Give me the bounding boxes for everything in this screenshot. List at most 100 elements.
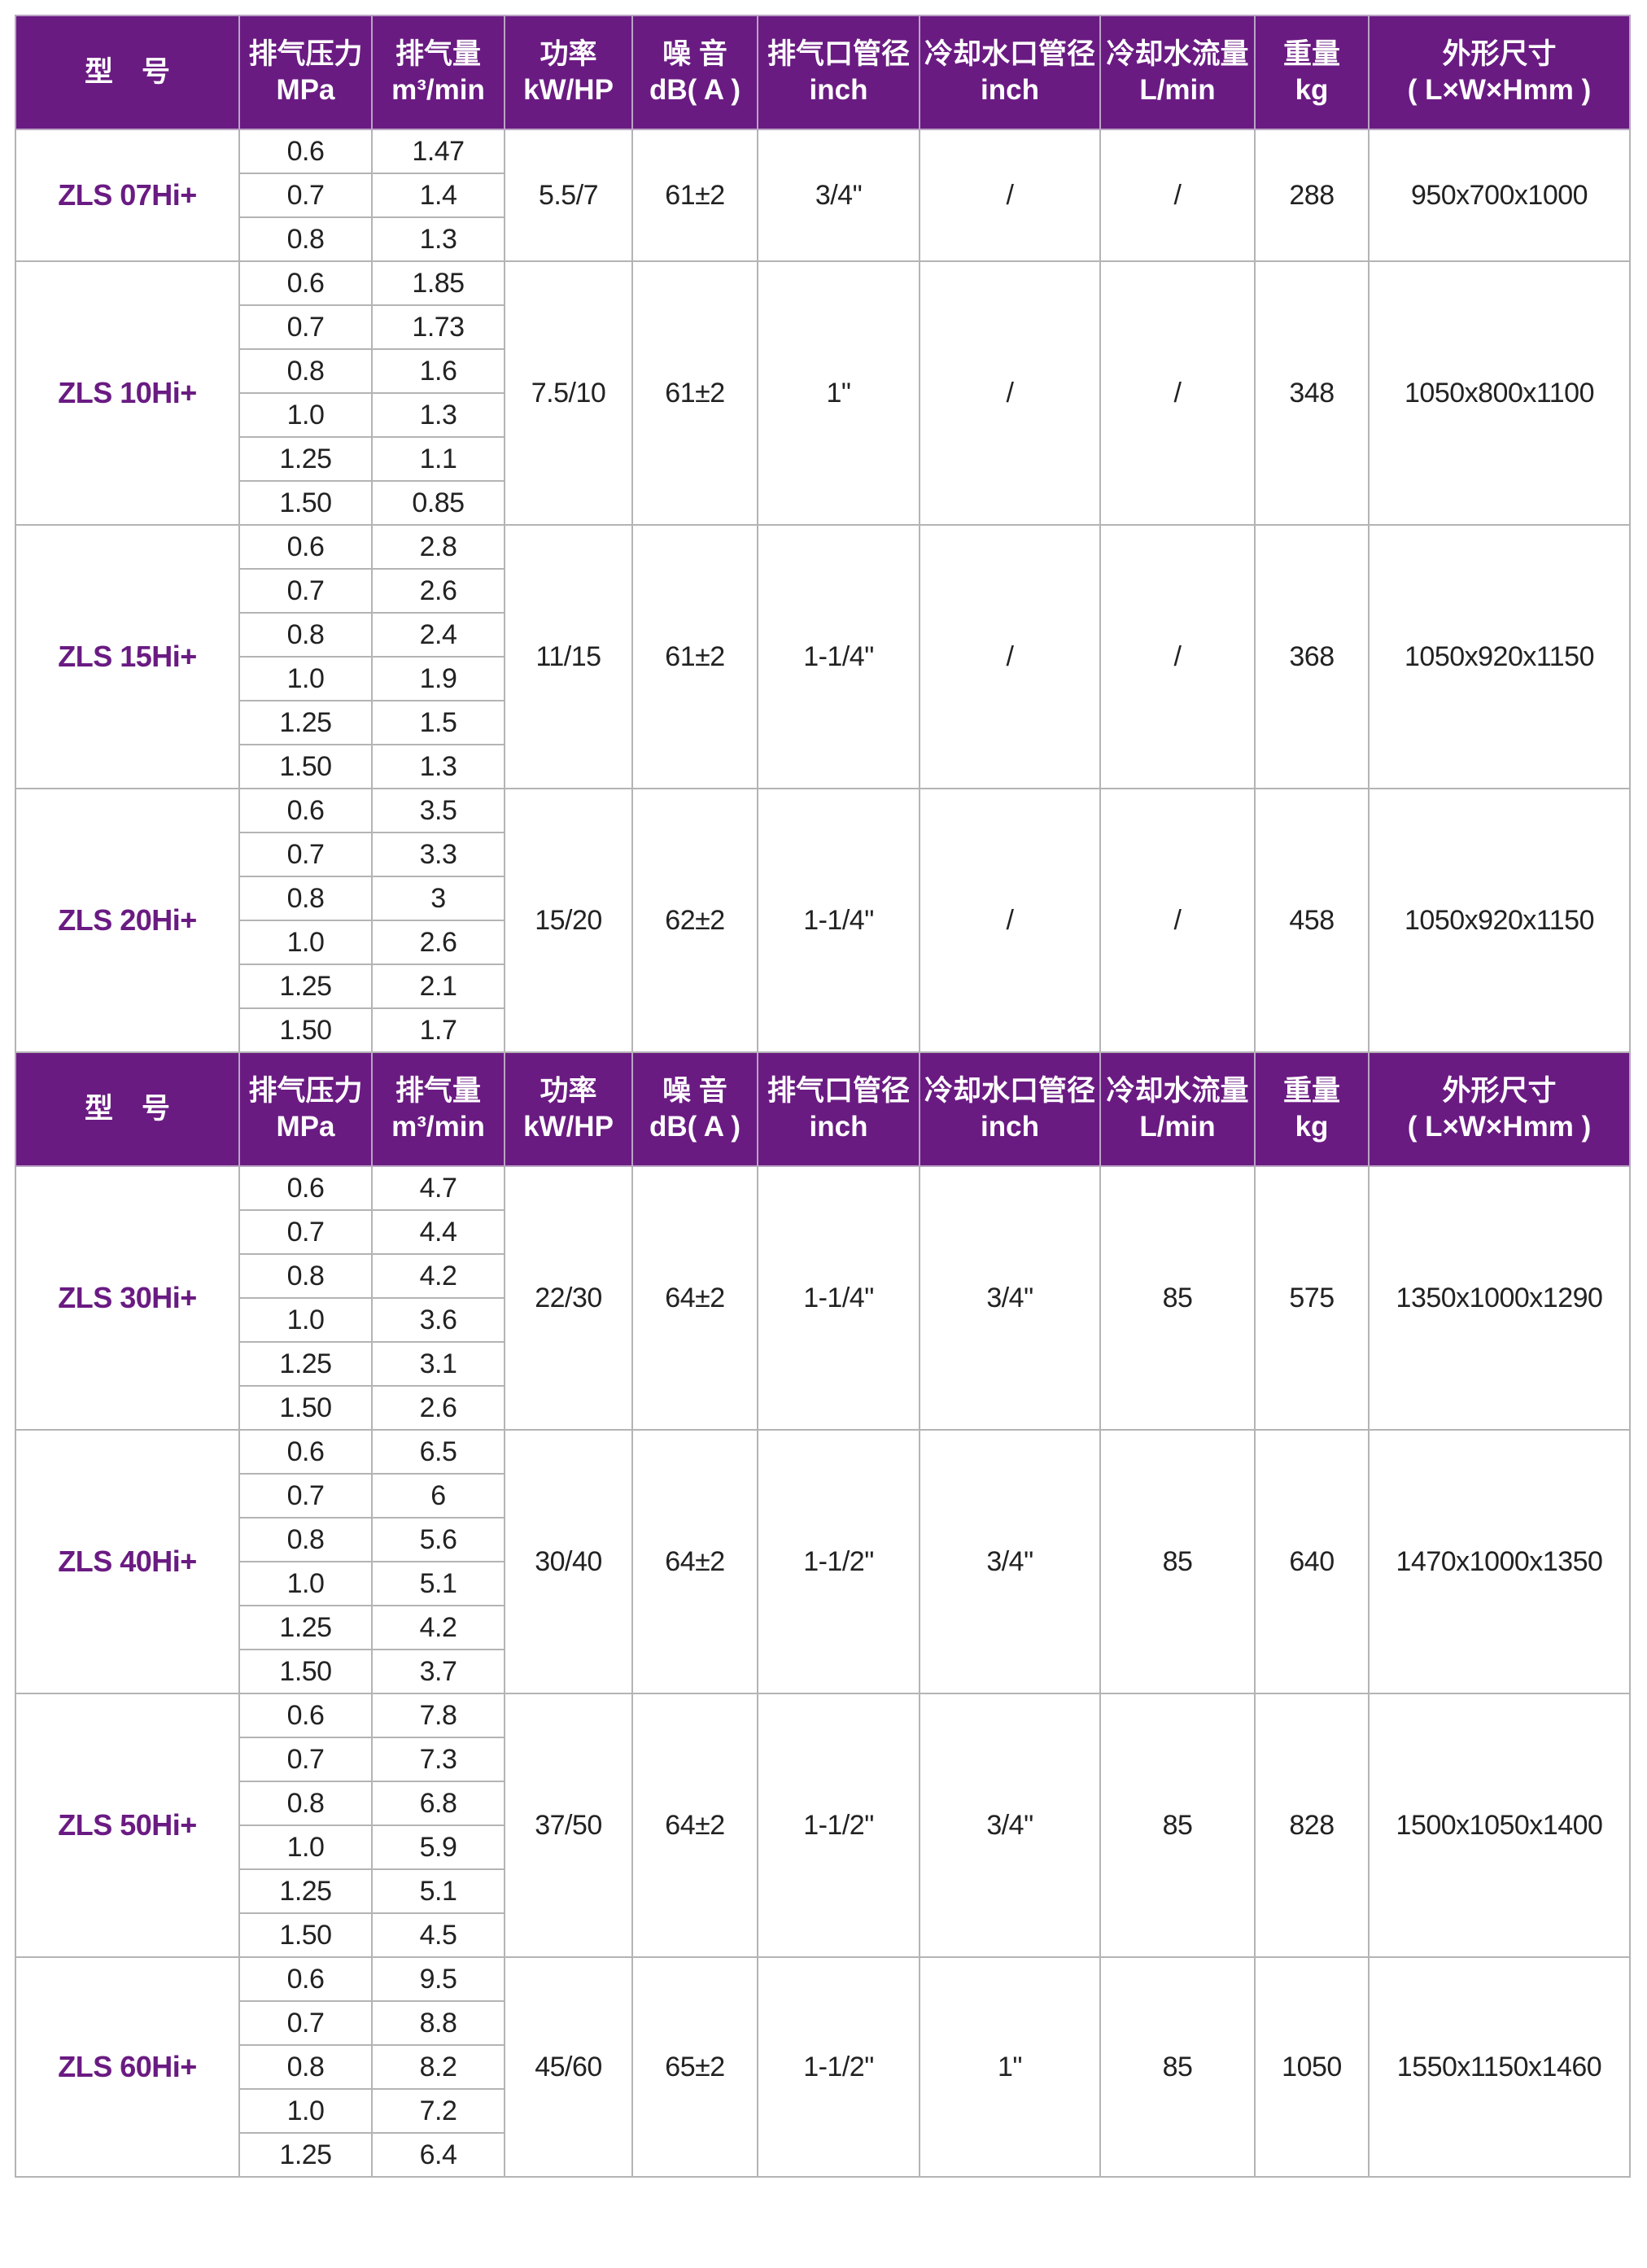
water-pipe-cell: / (919, 788, 1101, 1053)
flow-cell: 4.4 (371, 1209, 505, 1255)
flow-cell: 2.6 (371, 568, 505, 614)
flow-cell: 1.6 (371, 348, 505, 394)
water-flow-cell: 85 (1099, 1956, 1256, 2178)
flow-cell: 2.6 (371, 920, 505, 965)
model-cell: ZLS 20Hi+ (15, 788, 240, 1053)
pressure-cell: 1.50 (238, 744, 373, 789)
table-row: 1.25 2.1 (15, 964, 1630, 1009)
power-cell: 45/60 (504, 1956, 633, 2178)
header-dimensions: 外形尺寸 ( L×W×Hmm ) (1368, 1051, 1631, 1167)
header-unit: kg (1295, 74, 1329, 106)
outlet-cell: 3/4" (757, 129, 920, 262)
flow-cell: 1.3 (371, 216, 505, 262)
table-row: 1.50 2.6 (15, 1385, 1630, 1431)
weight-cell: 288 (1254, 129, 1370, 262)
model-cell: ZLS 40Hi+ (15, 1429, 240, 1694)
pressure-cell: 1.25 (238, 1605, 373, 1650)
flow-cell: 2.6 (371, 1385, 505, 1431)
water-flow-cell: 85 (1099, 1429, 1256, 1694)
header-pressure: 排气压力 MPa (238, 15, 373, 130)
table-row: 0.8 1.6 (15, 348, 1630, 394)
header-label: 冷却水流量 (1106, 38, 1249, 70)
pressure-cell: 0.7 (238, 1473, 373, 1519)
outlet-cell: 1-1/4" (757, 524, 920, 789)
header-label: 重量 (1282, 38, 1340, 70)
noise-cell: 61±2 (631, 129, 758, 262)
flow-cell: 0.85 (371, 480, 505, 526)
header-row: 型 号 排气压力 MPa 排气量 m³/min 功率 kW/HP 噪 音 dB( A ) 排气口管… (15, 1051, 1631, 1167)
power-cell: 15/20 (504, 788, 633, 1053)
dimensions-cell: 1500x1050x1400 (1368, 1693, 1631, 1958)
dimensions-cell: 1050x800x1100 (1368, 260, 1631, 526)
flow-cell: 7.2 (371, 2088, 505, 2134)
water-pipe-cell: 3/4" (919, 1165, 1101, 1431)
table-row: 0.7 1.4 (15, 173, 1630, 218)
table-row: 0.7 4.4 (15, 1209, 1630, 1255)
model-cell: ZLS 07Hi+ (15, 129, 240, 262)
header-power: 功率 kW/HP (504, 1051, 633, 1167)
header-label: 功率 (540, 1075, 597, 1107)
header-water-pipe: 冷却水口管径 inch (919, 1051, 1101, 1167)
flow-cell: 5.6 (371, 1517, 505, 1562)
header-unit: kg (1295, 1111, 1329, 1143)
weight-cell: 368 (1254, 524, 1370, 789)
noise-cell: 65±2 (631, 1956, 758, 2178)
model-cell: ZLS 50Hi+ (15, 1693, 240, 1958)
header-unit: ( L×W×Hmm ) (1407, 1111, 1592, 1143)
table-row: ZLS 15Hi+ 0.6 2.8 11/15 61±2 1-1/4" //368 1050x… (15, 524, 1631, 789)
flow-cell: 5.9 (371, 1824, 505, 1870)
noise-cell: 64±2 (631, 1165, 758, 1431)
pressure-cell: 0.8 (238, 612, 373, 658)
header-unit: inch (809, 1111, 868, 1143)
table-row: 1.50 1.3 (15, 744, 1630, 789)
header-label: 型 号 (84, 56, 170, 88)
outlet-cell: 1-1/4" (757, 788, 920, 1053)
table-row: 1.25 5.1 (15, 1868, 1630, 1914)
header-label: 功率 (540, 38, 597, 70)
header-unit: MPa (276, 1111, 335, 1143)
flow-cell: 5.1 (371, 1561, 505, 1606)
flow-cell: 2.4 (371, 612, 505, 658)
table-row: ZLS 50Hi+ 0.6 7.8 37/50 64±2 1-1/2" 3/4" 85 828 1… (15, 1693, 1631, 1958)
pressure-cell: 0.7 (238, 568, 373, 614)
table-row: 0.8 2.4 (15, 612, 1630, 658)
header-row: 型 号 排气压力 MPa 排气量 m³/min 功率 kW/HP 噪 音 dB( A ) 排气口管… (15, 15, 1631, 130)
outlet-cell: 1-1/2" (757, 1693, 920, 1958)
water-pipe-cell: / (919, 524, 1101, 789)
header-unit: m³/min (391, 74, 485, 106)
flow-cell: 2.1 (371, 964, 505, 1009)
header-label: 冷却水流量 (1106, 1075, 1249, 1107)
flow-cell: 4.2 (371, 1605, 505, 1650)
table-row: 1.0 3.6 (15, 1297, 1630, 1343)
water-flow-cell: 85 (1099, 1165, 1256, 1431)
pressure-cell: 0.7 (238, 2000, 373, 2046)
header-outlet: 排气口管径 inch (757, 1051, 920, 1167)
table-row: 1.50 0.85 (15, 480, 1630, 526)
header-water-flow: 冷却水流量 L/min (1099, 15, 1256, 130)
water-flow-cell: / (1099, 524, 1256, 789)
flow-cell: 8.2 (371, 2044, 505, 2090)
flow-cell: 3 (371, 876, 505, 921)
model-cell: ZLS 10Hi+ (15, 260, 240, 526)
flow-cell: 1.9 (371, 656, 505, 701)
flow-cell: 7.3 (371, 1737, 505, 1782)
pressure-cell: 1.50 (238, 1649, 373, 1694)
weight-cell: 575 (1254, 1165, 1370, 1431)
outlet-cell: 1-1/4" (757, 1165, 920, 1431)
pressure-cell: 0.8 (238, 1517, 373, 1562)
dimensions-cell: 950x700x1000 (1368, 129, 1631, 262)
header-unit: inch (981, 1111, 1039, 1143)
pressure-cell: 1.50 (238, 1007, 373, 1053)
weight-cell: 348 (1254, 260, 1370, 526)
header-flow: 排气量 m³/min (371, 15, 505, 130)
table-row: 1.0 5.9 (15, 1824, 1630, 1870)
flow-cell: 7.8 (371, 1693, 505, 1738)
pressure-cell: 1.0 (238, 1561, 373, 1606)
header-unit: dB( A ) (649, 74, 741, 106)
weight-cell: 1050 (1254, 1956, 1370, 2178)
table-row: 0.8 8.2 (15, 2044, 1630, 2090)
water-pipe-cell: 1" (919, 1956, 1101, 2178)
table-row: 1.50 4.5 (15, 1912, 1630, 1958)
header-label: 排气量 (395, 1075, 481, 1107)
table-row: 1.25 4.2 (15, 1605, 1630, 1650)
